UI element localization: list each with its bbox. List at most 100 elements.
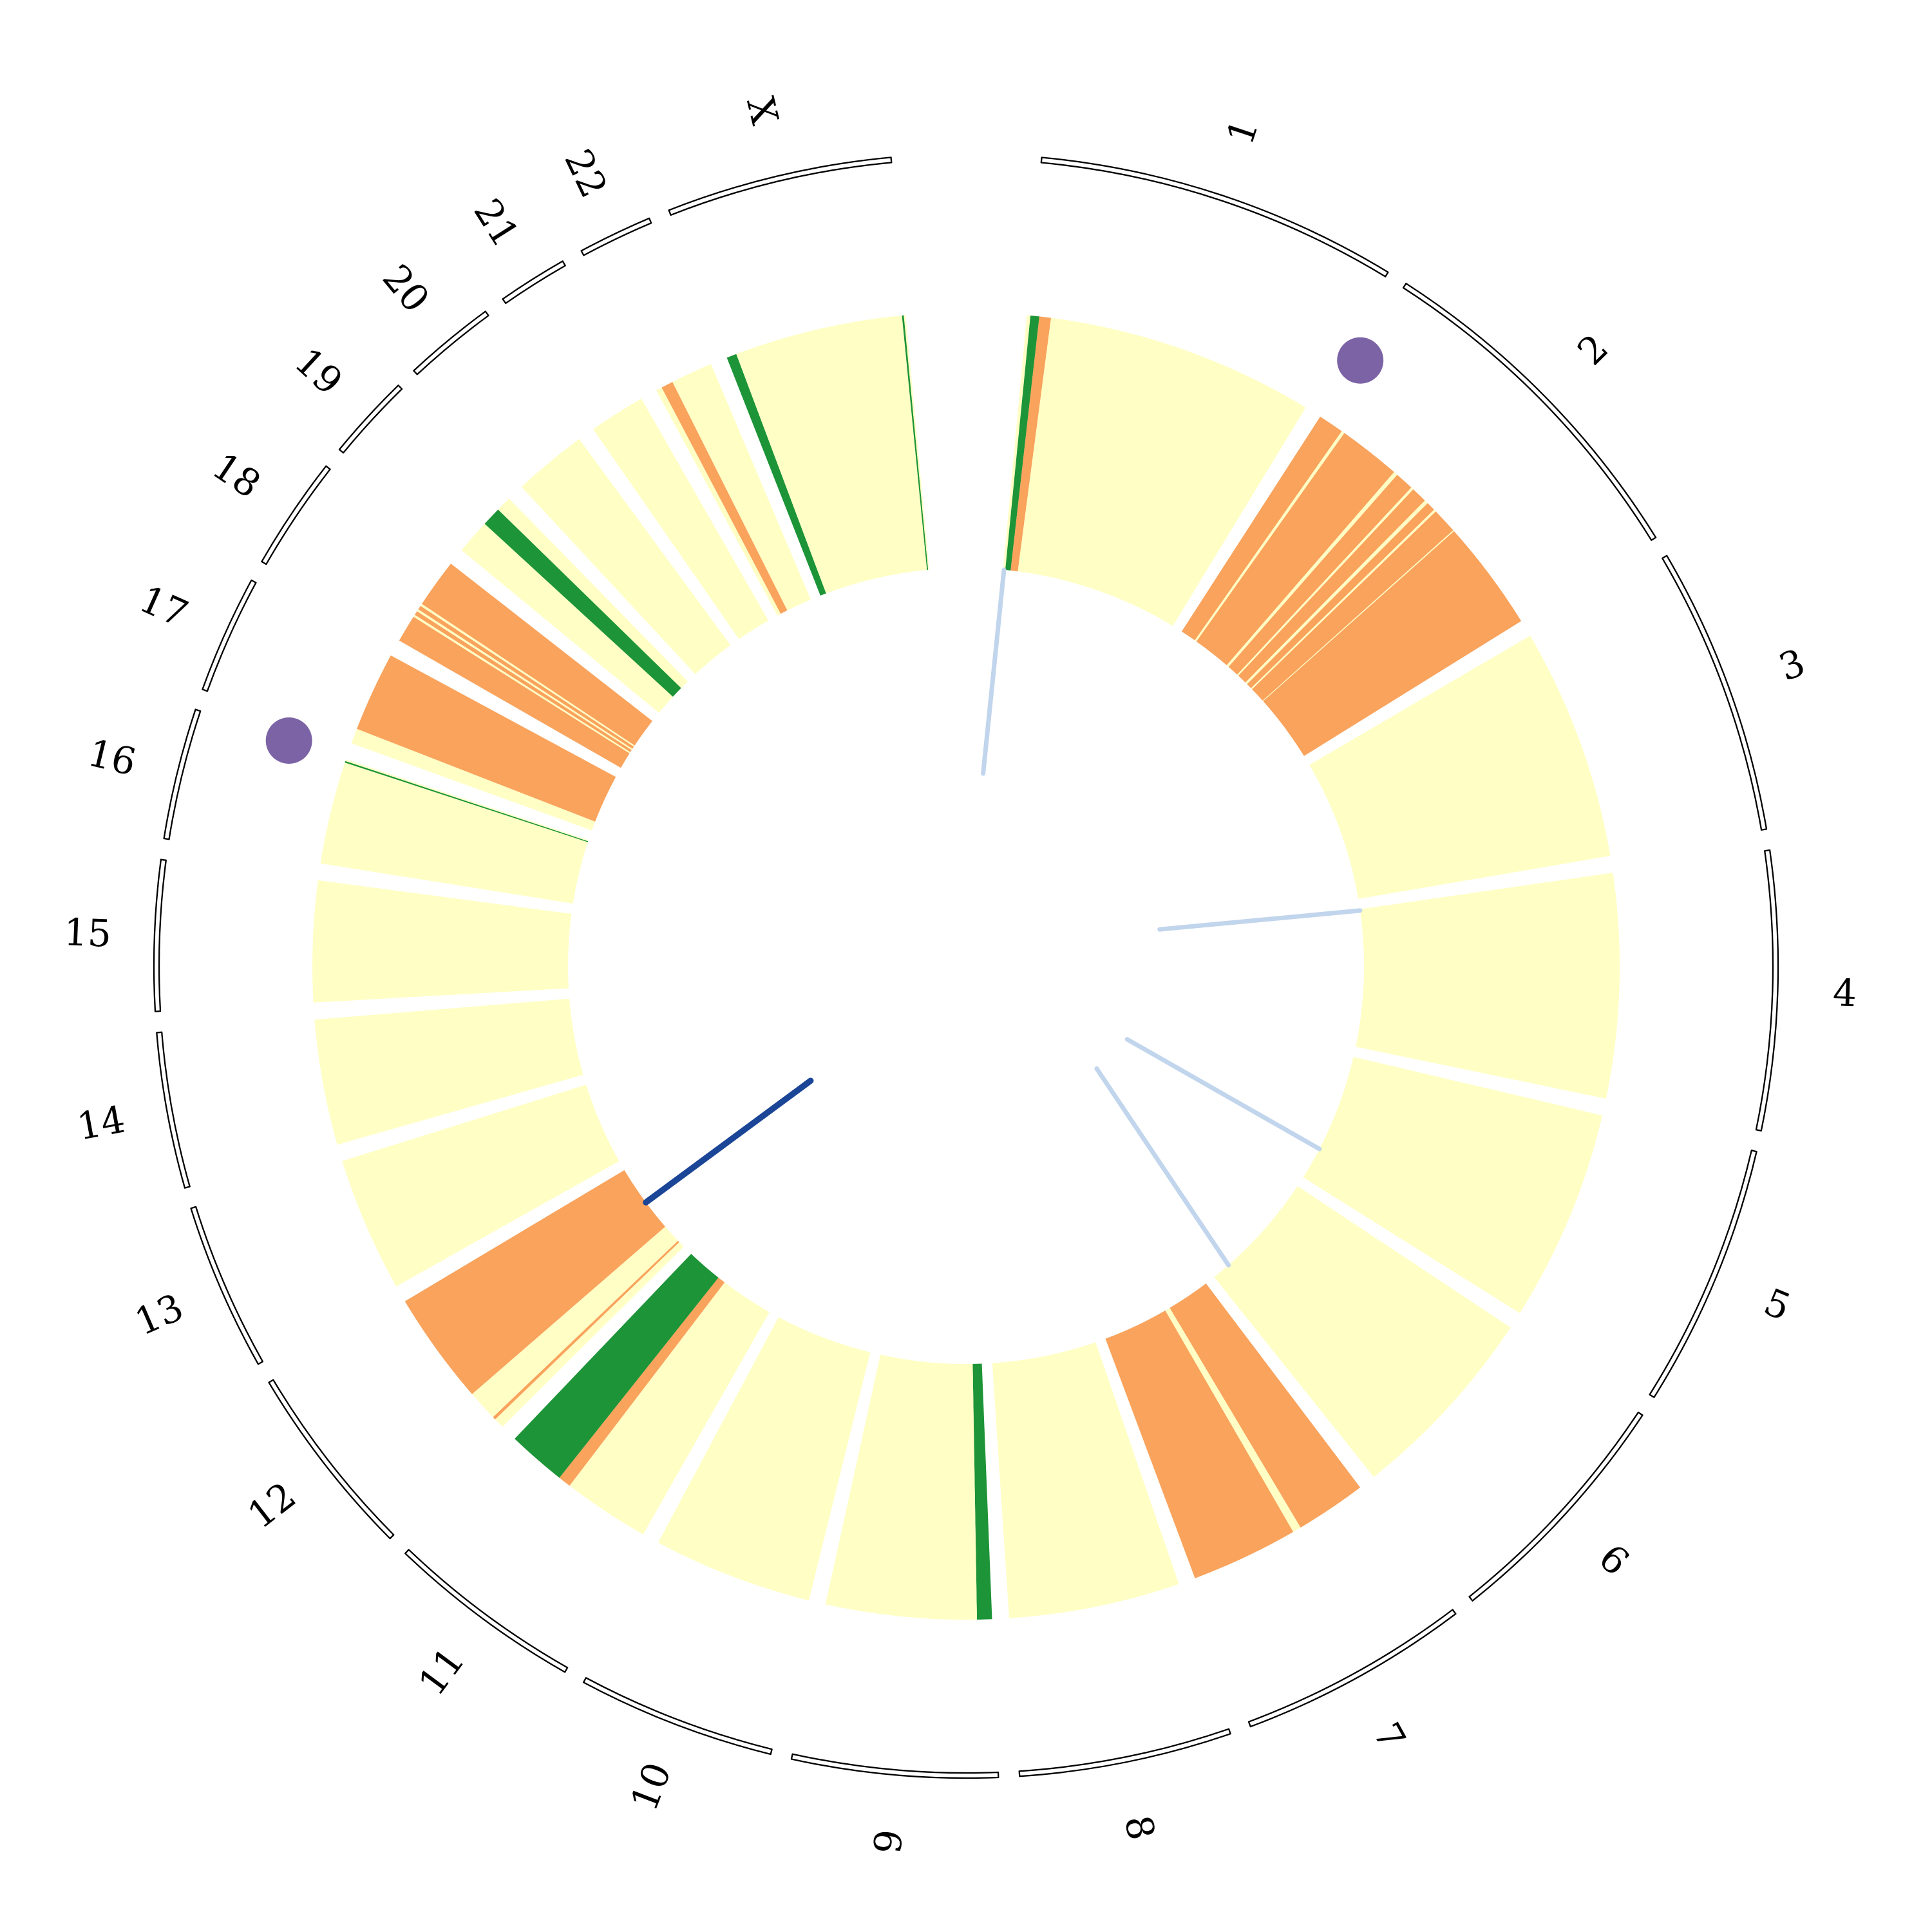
cnv-segment-chr2-gain [1238,489,1425,683]
chromosome-label-chr19: 19 [287,339,351,404]
chromosome-label-chr22: 22 [556,142,616,204]
chromosome-label-chr15: 15 [63,910,112,956]
chromosome-label-chr13: 13 [129,1285,190,1344]
cnv-segment-chrX-loss [902,315,929,570]
cnv-segment-chr2-gain [1181,416,1342,641]
chromosome-label-chr18: 18 [205,444,269,507]
chromosome-label-chr1: 1 [1218,113,1267,149]
chromosome-label-chr20: 20 [374,256,438,321]
cnv-segment-chr9-loss [972,1363,992,1620]
chromosome-ideogram-chr14 [156,1031,191,1189]
chromosome-ideogram-chr11 [404,1549,569,1673]
cnv-segment-chr17-gain [357,655,616,822]
cnv-segment-chr12-neutral [495,1242,684,1427]
cnv-segment-chr18-neutral [413,614,630,753]
cnv-segment-chr18-neutral [421,603,635,747]
cnv-segment-chrX-neutral [904,315,929,570]
cnv-segment-chr18-neutral [417,609,633,750]
cnv-segment-chr5-neutral [1303,1057,1603,1314]
marker-dot-chr2 [1337,337,1384,384]
chromosome-ideogram-chrX [668,156,893,216]
cnv-segment-chr1-neutral [1018,317,1306,626]
chromosome-ideogram-chr20 [413,310,489,375]
chromosome-ideogram-chr5 [1649,1150,1757,1398]
chromosome-label-chr2: 2 [1569,326,1616,374]
sv-link-chr5 [1124,1037,1322,1151]
cnv-segment-chr6-neutral [1214,1186,1511,1477]
cnv-segment-chr16-neutral [320,762,588,904]
cnv-segment-chr8-neutral [992,1342,1179,1618]
cnv-segment-chr13-neutral [342,1084,620,1287]
chromosome-ideogram-chr19 [338,384,403,454]
cnv-segment-chr4-neutral [1356,873,1620,1099]
cnv-segment-chr16-neutral [345,759,589,842]
chromosome-label-chr9: 9 [866,1828,911,1855]
chromosome-ideogram-chr15 [153,858,167,1012]
chromosome-label-chr21: 21 [466,191,528,255]
chromosome-label-chr11: 11 [410,1639,473,1703]
cnv-segment-chr22-gain [661,382,788,614]
cnv-segment-chr2-gain [1228,475,1412,675]
cnv-segment-chr12-neutral [472,1226,678,1417]
chromosome-ideogram-chr6 [1468,1411,1643,1602]
cnv-segment-chr18-gain [418,605,634,749]
chromosome-label-chr16: 16 [84,730,140,784]
chromosome-label-chr6: 6 [1591,1536,1638,1584]
chromosome-ideogram-chr7 [1247,1609,1457,1728]
cnv-segment-chr18-gain [415,611,632,752]
cnv-segment-chr3-neutral [1309,636,1611,899]
cnv-segment-chr2-neutral [1245,500,1428,685]
cnv-segment-chr2-neutral [1226,472,1397,667]
cnv-segment-chrX-loss [726,354,826,596]
cnv-segment-chr9-neutral [825,1354,977,1620]
cnv-segment-chr2-gain [1247,503,1434,688]
cnv-segment-chr2-gain [1196,433,1394,665]
cnv-segment-chr7-neutral [1165,1307,1301,1532]
chromosome-label-chr8: 8 [1116,1812,1164,1844]
cnv-segment-chr2-gain [1263,531,1522,756]
cnv-segment-chr18-gain [422,564,652,746]
marker-dot-chr16 [265,717,312,764]
chromosome-label-chrX: X [738,93,787,129]
cnv-segment-chr2-neutral [1251,509,1436,690]
chromosome-ideogram-chr8 [1018,1728,1231,1777]
cnv-segment-chr10-neutral [658,1317,871,1601]
cnv-segment-chr19-neutral [498,498,688,688]
cnv-segment-chr1-loss [1005,316,1039,571]
chromosome-label-chr4: 4 [1832,971,1857,1015]
chromosome-ideogram-chr18 [261,465,331,565]
cnv-segment-chr2-gain [1252,511,1454,701]
sv-link-chr12 [643,1077,814,1206]
cnv-segment-chr19-neutral [461,524,673,713]
chromosome-ideogram-chr2 [1402,283,1657,541]
cnv-segment-chr14-neutral [314,998,583,1145]
chromosome-label-chr12: 12 [240,1473,304,1537]
cnv-segment-chr15-neutral [312,880,572,1003]
cnv-segment-chr11-loss [515,1254,719,1478]
cnv-segment-chr11-gain [559,1277,725,1486]
chromosome-ideogram-chr9 [790,1753,999,1779]
chromosome-ideogram-chr10 [582,1677,773,1756]
sv-link-chr1 [981,567,1007,776]
chromosome-ideogram-chr3 [1662,554,1768,831]
cnv-segment-chr2-neutral [1237,488,1414,676]
chromosome-label-chr10: 10 [622,1757,680,1817]
cnv-segment-chr22-neutral [656,387,781,616]
chromosome-label-chr5: 5 [1758,1280,1797,1329]
chromosome-ideogram-chr4 [1755,849,1779,1132]
cnv-segment-chr18-gain [399,616,630,768]
chromosome-ideogram-chr13 [190,1206,264,1365]
cnv-segment-chr17-neutral [351,728,596,831]
chromosome-ideogram-chr12 [268,1379,395,1540]
chromosome-label-chr14: 14 [74,1097,129,1149]
cnv-segment-chr21-neutral [593,399,769,639]
cnv-segment-chr12-gain [404,1170,665,1394]
cnv-segment-chrX-neutral [736,315,927,594]
cnv-segment-chr16-loss [345,761,589,842]
cnv-segment-chr19-loss [484,509,681,697]
chromosome-ideogram-chr1 [1040,156,1389,278]
cnv-segment-chr7-gain [1170,1283,1361,1528]
chromosome-ideogram-chr16 [163,708,202,840]
